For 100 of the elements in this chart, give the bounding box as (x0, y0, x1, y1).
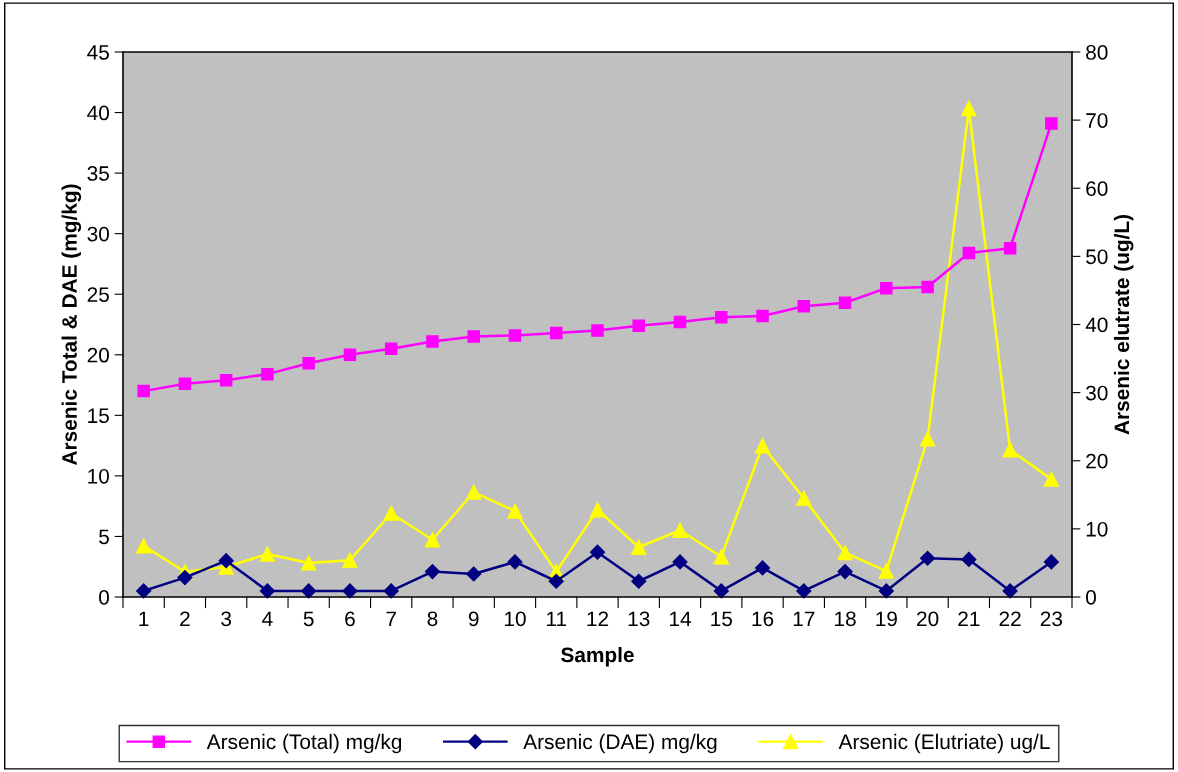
point (1003, 241, 1017, 255)
point (137, 384, 150, 398)
point (880, 281, 893, 295)
point (383, 505, 399, 521)
x-tick-label: 17 (793, 611, 815, 626)
y-tick-label: 30 (87, 226, 109, 242)
point (342, 552, 358, 568)
point (507, 554, 523, 570)
legend-label: Arsenic (Elutriate) ug/L (838, 733, 1050, 754)
x-tick-label: 6 (345, 611, 355, 627)
point (177, 570, 193, 586)
y-tick-label: 20 (87, 347, 109, 363)
point (878, 563, 894, 579)
point (838, 296, 852, 309)
point (343, 348, 357, 362)
point (837, 563, 853, 580)
x-tick-label: 20 (917, 611, 939, 627)
point (631, 573, 647, 589)
point (756, 309, 769, 323)
y-tick-label: 15 (88, 408, 109, 424)
y2-axis-title: Arsenic elutrate (ug/L) (1113, 214, 1134, 435)
point (962, 246, 976, 260)
x-tick-label: 14 (670, 611, 691, 626)
legend-label: Arsenic (Total) mg/kg (206, 733, 402, 754)
point (383, 583, 399, 599)
point (631, 539, 647, 555)
x-tick-label: 8 (427, 611, 438, 627)
point (1002, 442, 1018, 458)
y2-tick-label: 70 (1086, 113, 1108, 128)
point (302, 357, 315, 370)
point (424, 532, 441, 548)
point (713, 549, 729, 565)
point (424, 563, 441, 580)
point (301, 583, 317, 599)
point (591, 324, 604, 337)
x-tick-label: 15 (711, 611, 732, 627)
point (384, 342, 398, 355)
point (673, 315, 687, 329)
x-tick-label: 18 (835, 611, 856, 627)
legend-label: Arsenic (DAE) mg/kg (523, 733, 717, 754)
point (466, 566, 482, 582)
point (1043, 471, 1060, 487)
point (467, 330, 480, 343)
point (589, 502, 606, 518)
point (219, 373, 233, 387)
x-tick-label: 3 (221, 611, 232, 627)
x-tick-label: 10 (504, 611, 526, 627)
point (878, 583, 894, 599)
point (259, 583, 275, 599)
point (1045, 117, 1058, 130)
point (136, 583, 152, 599)
y-tick-label: 10 (88, 468, 109, 484)
point (135, 538, 152, 554)
y-tick-label: 40 (87, 105, 109, 121)
point (218, 553, 234, 569)
point (466, 484, 482, 500)
point (259, 546, 276, 562)
y2-tick-label: 10 (1086, 521, 1108, 537)
y-axis-title: Arsenic Total & DAE (mg/kg) (61, 184, 82, 466)
point (837, 545, 853, 561)
x-tick-label: 19 (876, 611, 897, 627)
point (548, 573, 564, 589)
point (796, 490, 812, 506)
y-tick-label: 35 (87, 166, 109, 181)
point (797, 300, 811, 313)
point (672, 522, 688, 538)
point (672, 554, 688, 570)
y-tick-label: 45 (87, 45, 109, 60)
point (961, 551, 977, 568)
point (589, 544, 606, 560)
point (919, 431, 936, 447)
point (508, 329, 522, 342)
point (632, 319, 646, 332)
x-tick-label: 22 (999, 611, 1021, 626)
point (507, 503, 523, 519)
point (715, 310, 728, 324)
point (961, 100, 977, 117)
point (178, 377, 192, 391)
x-tick-label: 7 (386, 611, 396, 626)
y2-tick-label: 30 (1085, 385, 1108, 401)
point (426, 335, 439, 348)
x-tick-label: 13 (628, 611, 650, 627)
point (920, 550, 936, 566)
point (1043, 554, 1059, 570)
y2-tick-label: 0 (1086, 590, 1096, 605)
x-tick-label: 9 (468, 611, 479, 627)
point (921, 280, 934, 294)
y2-tick-label: 80 (1086, 45, 1108, 60)
y2-tick-label: 20 (1086, 453, 1108, 469)
y-tick-label: 25 (87, 287, 109, 302)
point (713, 583, 729, 599)
point (301, 555, 317, 571)
point (549, 326, 563, 340)
point (796, 583, 812, 599)
x-tick-label: 23 (1040, 611, 1063, 627)
point (754, 438, 771, 454)
x-tick-label: 12 (587, 611, 609, 626)
x-tick-label: 1 (139, 611, 149, 626)
y2-tick-label: 50 (1086, 249, 1108, 265)
y-tick-label: 5 (99, 529, 109, 545)
